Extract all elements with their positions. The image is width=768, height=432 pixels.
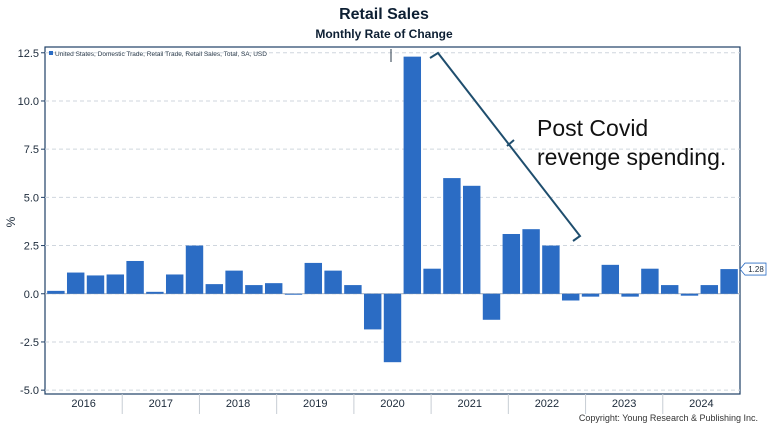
bar (403, 56, 422, 294)
last-value-tag (739, 262, 767, 276)
bar (502, 233, 521, 294)
chart-subtitle: Monthly Rate of Change (315, 27, 453, 41)
x-tick-label: 2023 (612, 398, 636, 410)
bar (641, 268, 659, 294)
bar (264, 283, 283, 294)
bar (106, 274, 125, 294)
annotation-bracket-notch (506, 139, 515, 147)
bar (423, 268, 441, 294)
last-value-label: 1.28 (748, 265, 764, 274)
bar-layer (47, 56, 738, 363)
x-tick-label: 2021 (457, 398, 481, 410)
legend-label: United States, Domestic Trade, Retail Tr… (55, 51, 267, 58)
x-tick-label: 2018 (226, 398, 250, 410)
chart-title: Retail Sales (339, 6, 429, 23)
bar (443, 178, 461, 294)
y-tick-label: -2.5 (20, 337, 39, 349)
x-tick-label: 2016 (71, 398, 95, 410)
annotation-layer: Post Covid revenge spending. (390, 49, 726, 242)
bar (47, 290, 65, 294)
bar (720, 269, 738, 294)
bar (601, 264, 620, 294)
bar (284, 293, 303, 295)
bar (363, 293, 382, 330)
copyright-text: Copyright: Young Research & Publishing I… (578, 413, 758, 423)
y-tick-label: 10.0 (18, 96, 39, 108)
x-tick-label: 2024 (689, 398, 713, 410)
y-tick-label: -5.0 (20, 385, 39, 397)
annotation-text-line-2: revenge spending. (537, 144, 726, 170)
bar (86, 275, 105, 294)
bar (581, 293, 600, 297)
bar (660, 285, 679, 294)
bar (482, 293, 501, 320)
bar (561, 293, 580, 301)
bar (126, 260, 144, 294)
y-tick-label: 0.0 (24, 289, 39, 301)
bar (245, 285, 263, 294)
bar (165, 274, 184, 294)
bar (304, 262, 323, 294)
y-tick-label: 2.5 (24, 241, 39, 253)
bar (700, 285, 719, 294)
bar (522, 229, 540, 294)
bar (324, 270, 342, 294)
bar (205, 284, 224, 294)
legend-swatch (49, 51, 53, 55)
x-tick-label: 2019 (303, 398, 327, 410)
y-axis-label: % (4, 216, 18, 227)
x-tick-label: 2022 (535, 398, 559, 410)
bar (542, 245, 560, 294)
bar (383, 293, 402, 363)
bar (66, 272, 85, 294)
axis-layer: 12.5 10.0 7.5 5.0 2.5 0.0 -2.5 -5.0% 2016 2017 201… (4, 48, 767, 414)
bar (621, 293, 639, 297)
y-tick-label: 7.5 (24, 144, 39, 156)
bar (462, 185, 481, 294)
bar (146, 291, 164, 294)
annotation-text-line-1: Post Covid (537, 115, 648, 141)
bar (225, 270, 243, 294)
y-tick-label: 12.5 (18, 48, 39, 60)
bar (185, 245, 204, 294)
x-tick-label: 2020 (380, 398, 404, 410)
y-tick-label: 5.0 (24, 192, 39, 204)
x-tick-label: 2017 (149, 398, 173, 410)
bar (680, 293, 699, 296)
bar (344, 285, 362, 294)
